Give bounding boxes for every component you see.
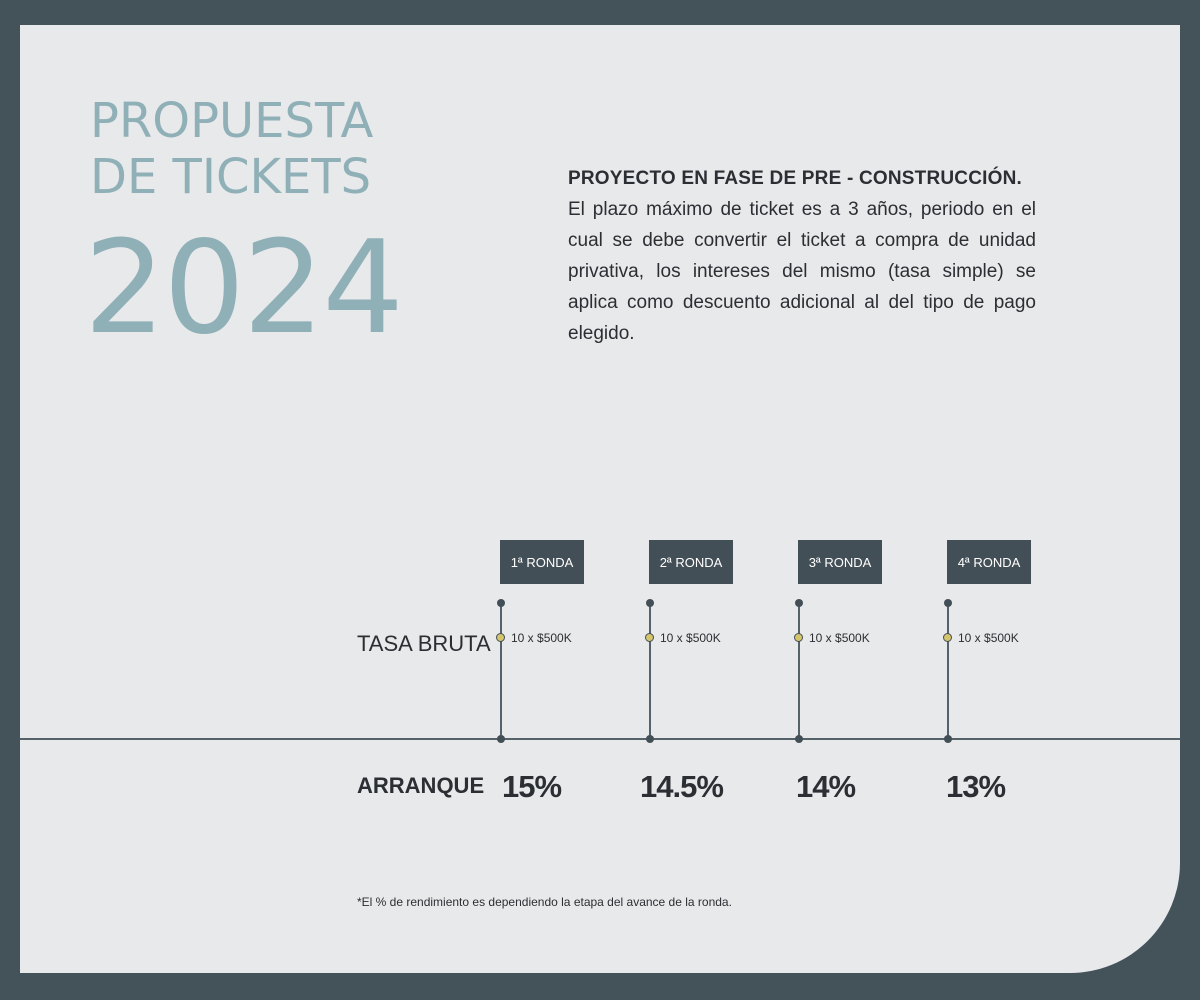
project-description: PROYECTO EN FASE DE PRE - CONSTRUCCIÓN. … — [568, 163, 1036, 349]
round-tag: 3ª RONDA — [798, 540, 882, 584]
round-stem — [798, 603, 800, 739]
rate-round-1: 15% — [502, 769, 562, 804]
axis-dot-icon — [795, 735, 803, 743]
footnote: *El % de rendimiento es dependiendo la e… — [357, 895, 732, 909]
amount-marker-icon — [943, 633, 952, 642]
round-4: 4ª RONDA 10 x $500K — [943, 540, 1107, 770]
amount-marker-icon — [496, 633, 505, 642]
round-1: 1ª RONDA 10 x $500K — [496, 540, 660, 770]
proposal-card: PROPUESTA DE TICKETS 2024 PROYECTO EN FA… — [20, 25, 1180, 973]
round-tag: 2ª RONDA — [649, 540, 733, 584]
round-stem — [649, 603, 651, 739]
description-heading: PROYECTO EN FASE DE PRE - CONSTRUCCIÓN. — [568, 168, 1023, 189]
stem-top-dot-icon — [646, 599, 654, 607]
amount-marker-icon — [794, 633, 803, 642]
round-tag: 1ª RONDA — [500, 540, 584, 584]
axis-dot-icon — [497, 735, 505, 743]
amount-marker-icon — [645, 633, 654, 642]
rate-round-4: 13% — [946, 769, 1006, 804]
timeline-axis — [20, 738, 1180, 740]
title-line-2: DE TICKETS — [90, 149, 372, 205]
title-line-1: PROPUESTA — [90, 93, 374, 149]
round-tag: 4ª RONDA — [947, 540, 1031, 584]
rate-round-3: 14% — [796, 769, 856, 804]
round-2: 2ª RONDA 10 x $500K — [645, 540, 809, 770]
axis-dot-icon — [646, 735, 654, 743]
description-body: El plazo máximo de ticket es a 3 años, p… — [568, 199, 1036, 344]
round-3: 3ª RONDA 10 x $500K — [794, 540, 958, 770]
axis-dot-icon — [944, 735, 952, 743]
tasa-bruta-label: TASA BRUTA — [357, 631, 491, 656]
stem-top-dot-icon — [944, 599, 952, 607]
rate-round-2: 14.5% — [640, 769, 724, 804]
stem-top-dot-icon — [497, 599, 505, 607]
title-year: 2024 — [84, 214, 404, 363]
round-amount: 10 x $500K — [511, 631, 572, 645]
round-amount: 10 x $500K — [660, 631, 721, 645]
round-amount: 10 x $500K — [809, 631, 870, 645]
round-stem — [947, 603, 949, 739]
stem-top-dot-icon — [795, 599, 803, 607]
round-stem — [500, 603, 502, 739]
arranque-label: ARRANQUE — [357, 773, 485, 798]
round-amount: 10 x $500K — [958, 631, 1019, 645]
